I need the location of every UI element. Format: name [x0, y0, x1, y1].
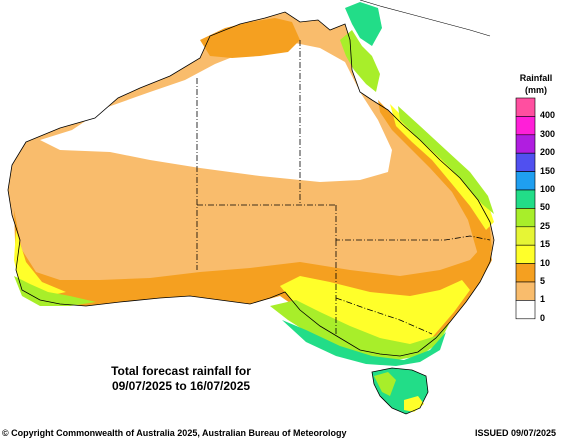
copyright-text: © Copyright Commonwealth of Australia 20…: [2, 428, 347, 438]
legend-swatch: [515, 226, 536, 246]
caption-line1: Total forecast rainfall for: [111, 364, 251, 378]
tasmania-west-band: [374, 372, 396, 396]
tasmania-coast: [371, 367, 429, 415]
band-25mm-east: [398, 106, 494, 214]
legend-title: Rainfall (mm): [508, 72, 564, 96]
band-50mm-southeast: [282, 320, 446, 366]
band-25mm-southwest: [14, 276, 96, 306]
state-border-sa-qld: [335, 205, 491, 241]
top-end-band: [200, 18, 300, 58]
map-caption: Total forecast rainfall for 09/07/2025 t…: [96, 364, 266, 394]
legend-swatch: [515, 134, 536, 154]
legend-label: 50: [540, 202, 551, 213]
dry-zone-north: [40, 42, 392, 182]
legend-swatch: [515, 97, 536, 117]
legend-label: 200: [540, 147, 556, 158]
legend-swatches: [515, 97, 536, 320]
legend-swatch: [515, 263, 536, 283]
legend-label: 300: [540, 128, 556, 139]
legend-swatch: [515, 208, 536, 228]
legend-title-line1: Rainfall: [519, 73, 553, 83]
legend-swatch: [515, 152, 536, 172]
legend-label: 10: [540, 257, 551, 268]
png-coast: [359, 0, 491, 37]
legend-swatch: [515, 244, 536, 264]
band-cape-york: [345, 2, 382, 46]
legend-label: 150: [540, 165, 556, 176]
legend-swatch: [515, 281, 536, 301]
band-10mm: [14, 230, 470, 354]
caption-line2: 09/07/2025 to 16/07/2025: [111, 379, 251, 393]
legend-label: 15: [540, 239, 551, 250]
legend-swatch: [515, 189, 536, 209]
legend-label: 400: [540, 110, 556, 121]
legend-swatch: [515, 300, 536, 320]
legend-title-line2: (mm): [525, 85, 547, 95]
legend-swatch: [515, 116, 536, 136]
coastline: [7, 11, 495, 357]
legend-swatch: [515, 171, 536, 191]
legend-label: 5: [540, 276, 546, 286]
legend-label: 0: [540, 312, 546, 323]
legend-label: 25: [540, 220, 551, 231]
issued-date: ISSUED 09/07/2025: [474, 428, 556, 438]
legend-label: 1: [540, 294, 546, 305]
state-border-nsw-vic: [335, 297, 433, 335]
band-25mm-southeast: [270, 300, 450, 360]
legend-label: 100: [540, 184, 556, 194]
band-5mm-east: [378, 100, 492, 262]
australia-mainland: [8, 12, 494, 356]
